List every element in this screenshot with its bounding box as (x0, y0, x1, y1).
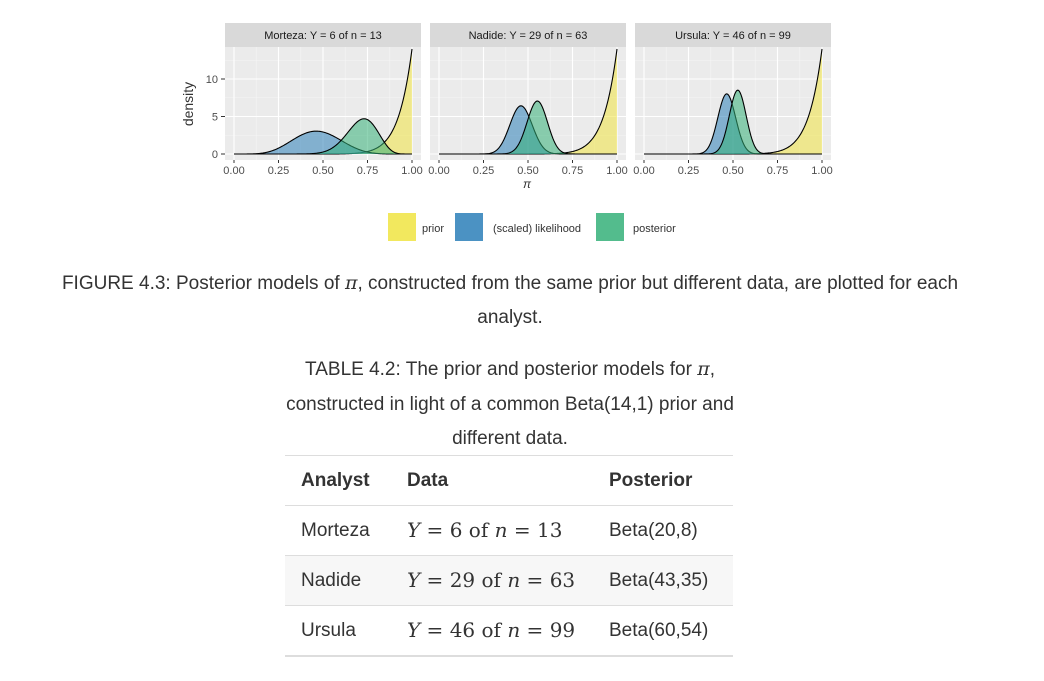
panel-2: Ursula: Y = 46 of n = 99 0.00 0.25 0.50 0.75… (633, 23, 833, 177)
x-tick-label: 0.25 (473, 165, 494, 177)
figure-caption: FIGURE 4.3: Posterior models of π, const… (61, 272, 959, 328)
legend-key-1 (455, 213, 483, 241)
prior-density-area (439, 49, 617, 154)
posterior-density-area (439, 101, 617, 154)
x-tick-label: 0.25 (678, 165, 699, 177)
cell-posterior: Beta(20,8) (593, 505, 733, 556)
cell-analyst: Nadide (285, 555, 391, 606)
x-tick-label: 0.25 (268, 165, 289, 177)
cell-data: Y = 29 of n = 63 (391, 555, 593, 606)
table-row: Ursula Y = 46 of n = 99 Beta(60,54) (285, 605, 733, 657)
cell-data: Y = 6 of n = 13 (391, 505, 593, 556)
x-tick-label: 0.75 (767, 165, 788, 177)
y-tick-label: 10 (206, 74, 218, 86)
header-posterior: Posterior (593, 455, 733, 506)
posterior-density-line (234, 118, 412, 155)
cell-data: Y = 46 of n = 99 (391, 605, 593, 657)
y-tick-label: 0 (212, 149, 218, 161)
x-tick-label: 0.00 (223, 165, 244, 177)
panel-1: Nadide: Y = 29 of n = 63 0.00 0.25 0.50 0.75… (428, 23, 628, 177)
posterior-density-line (644, 89, 822, 155)
x-tick-label: 1.00 (606, 165, 627, 177)
panel-title: Morteza: Y = 6 of n = 13 (264, 30, 382, 42)
x-tick-label: 0.75 (562, 165, 583, 177)
x-tick-label: 0.50 (517, 165, 538, 177)
panel-strip (635, 23, 831, 47)
posterior-density-area (644, 90, 822, 154)
y-tick-label: 5 (212, 112, 218, 124)
prior-density-area (644, 49, 822, 154)
x-tick-label: 0.75 (357, 165, 378, 177)
posterior-density-area (234, 118, 412, 154)
panel-strip (225, 23, 421, 47)
posterior-table: Analyst Data Posterior Morteza Y = 6 of … (285, 455, 733, 657)
legend-key-2 (596, 213, 624, 241)
panel-0: Morteza: Y = 6 of n = 13 0.00 0.25 0.50 0.75… (223, 23, 423, 177)
legend-key-0 (388, 213, 416, 241)
x-tick-label: 0.50 (722, 165, 743, 177)
cell-posterior: Beta(43,35) (593, 555, 733, 606)
cell-posterior: Beta(60,54) (593, 605, 733, 657)
x-tick-label: 1.00 (811, 165, 832, 177)
cell-analyst: Morteza (285, 505, 391, 556)
cell-analyst: Ursula (285, 605, 391, 657)
legend-label-1: (scaled) likelihood (493, 223, 581, 235)
table-row: Nadide Y = 29 of n = 63 Beta(43,35) (285, 555, 733, 606)
posterior-density-line (439, 100, 617, 155)
panel-title: Ursula: Y = 46 of n = 99 (675, 30, 791, 42)
x-tick-label: 0.50 (312, 165, 333, 177)
x-axis-label: π (523, 177, 532, 191)
legend-label-2: posterior (633, 223, 676, 235)
table-header-row: Analyst Data Posterior (285, 455, 733, 506)
y-axis-label: density (180, 82, 196, 126)
panel-title: Nadide: Y = 29 of n = 63 (469, 30, 588, 42)
table-row: Morteza Y = 6 of n = 13 Beta(20,8) (285, 505, 733, 556)
header-analyst: Analyst (285, 455, 391, 506)
posterior-figure: density 0 5 10 Morteza: Y = 6 of n = 13 0.00 0… (180, 23, 833, 241)
table-caption: TABLE 4.2: The prior and posterior model… (286, 358, 734, 449)
x-tick-label: 0.00 (633, 165, 654, 177)
prior-density-area (234, 49, 412, 154)
x-tick-label: 0.00 (428, 165, 449, 177)
panel-strip (430, 23, 626, 47)
legend-label-0: prior (422, 223, 444, 235)
x-tick-label: 1.00 (401, 165, 422, 177)
header-data: Data (391, 455, 593, 506)
